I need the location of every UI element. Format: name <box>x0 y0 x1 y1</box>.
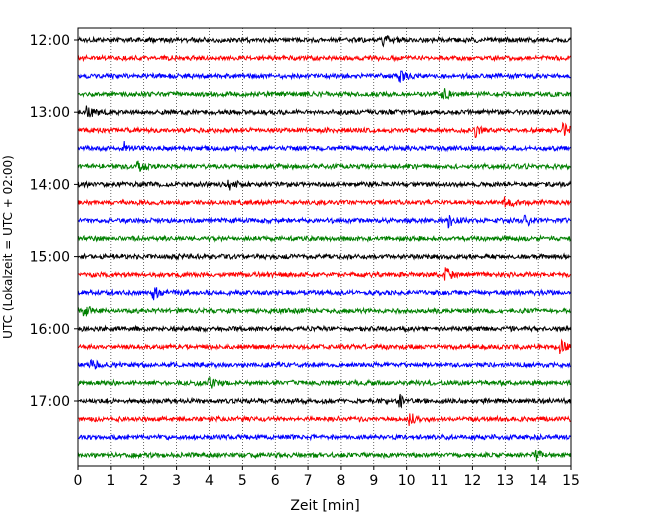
x-tick-label: 5 <box>238 473 247 489</box>
grid-lines <box>110 28 539 466</box>
seismogram-trace <box>77 432 572 442</box>
seismogram-trace <box>77 252 571 261</box>
seismogram-trace <box>77 338 572 354</box>
y-tick-label: 13:00 <box>30 105 70 121</box>
seismogram-trace <box>77 214 571 229</box>
seismogram-trace <box>77 160 572 172</box>
x-tick-label: 8 <box>336 473 345 489</box>
seismogram-trace <box>77 70 571 83</box>
x-tick-label: 11 <box>431 473 449 489</box>
seismogram-traces <box>77 34 572 462</box>
seismogram-trace <box>77 324 572 334</box>
y-tick-label: 14:00 <box>30 177 70 193</box>
seismogram-trace <box>77 140 572 153</box>
seismogram-trace <box>77 306 571 317</box>
x-tick-label: 12 <box>463 473 481 489</box>
x-tick-label: 9 <box>369 473 378 489</box>
x-tick-label: 15 <box>562 473 580 489</box>
x-tick-label: 3 <box>172 473 181 489</box>
y-axis-label: UTC (Lokalzeit = UTC + 02:00) <box>1 155 15 339</box>
seismogram-trace <box>77 376 571 389</box>
seismogram-trace <box>77 53 572 63</box>
seismogram-trace <box>77 413 571 426</box>
x-axis: 0 1 2 3 4 5 6 7 8 9 10 11 12 13 14 15 <box>74 466 580 489</box>
x-tick-label: 7 <box>304 473 313 489</box>
seismogram-trace <box>77 358 571 370</box>
seismogram-trace <box>77 196 572 208</box>
y-tick-label: 17:00 <box>30 394 70 410</box>
seismogram-trace <box>77 393 572 409</box>
x-tick-label: 6 <box>271 473 280 489</box>
y-tick-label: 15:00 <box>30 250 70 266</box>
seismogram-trace <box>77 121 571 138</box>
x-tick-label: 14 <box>529 473 547 489</box>
seismogram-trace <box>77 179 572 191</box>
x-tick-label: 1 <box>106 473 115 489</box>
y-tick-label: 16:00 <box>30 322 70 338</box>
x-tick-label: 4 <box>205 473 214 489</box>
seismogram-trace <box>77 34 572 48</box>
seismogram-trace <box>77 105 571 118</box>
y-axis: 12:00 13:00 14:00 15:00 16:00 17:00 <box>30 33 78 410</box>
seismogram-trace <box>77 449 572 462</box>
plot-frame <box>77 27 572 467</box>
x-tick-label: 2 <box>139 473 148 489</box>
seismogram-trace <box>77 234 572 243</box>
seismogram-trace <box>77 267 571 281</box>
x-tick-label: 10 <box>398 473 416 489</box>
seismogram-trace <box>77 287 572 301</box>
x-tick-label: 13 <box>496 473 514 489</box>
x-axis-label: Zeit [min] <box>290 498 359 514</box>
seismogram-trace <box>77 88 572 100</box>
y-tick-label: 12:00 <box>30 33 70 49</box>
x-tick-label: 0 <box>74 473 83 489</box>
